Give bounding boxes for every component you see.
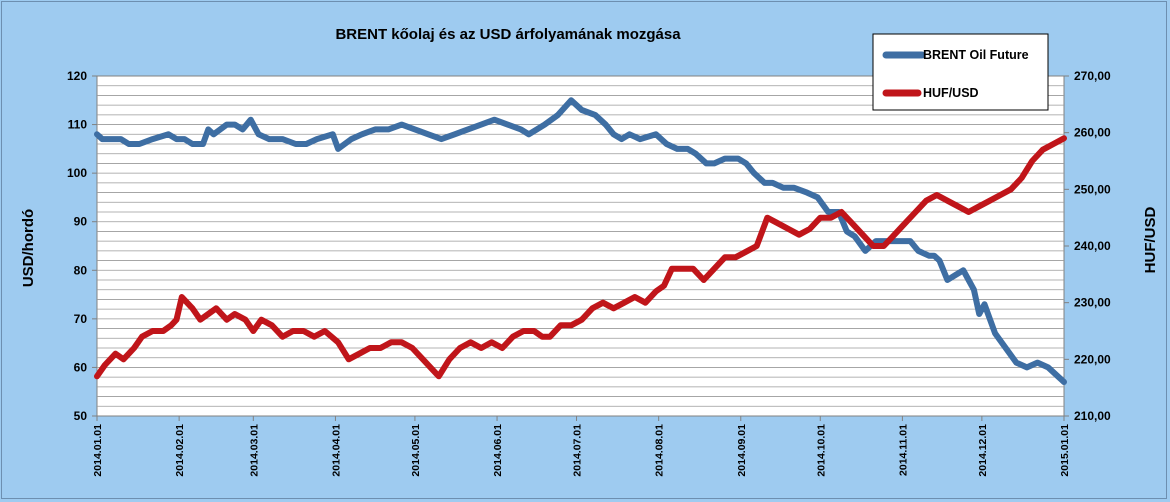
x-tick-label: 2014.05.01 [410,424,422,477]
left-tick-label: 110 [68,118,88,132]
left-tick-label: 120 [67,69,87,83]
left-tick-label: 50 [74,409,88,423]
series-line-huf-usd [94,135,1067,380]
right-tick-label: 220,00 [1074,352,1111,366]
y-axis-label: USD/hordó [20,209,37,287]
legend-label-huf-usd: HUF/USD [923,86,979,100]
x-tick-label: 2014.08.01 [654,424,666,477]
y2-axis-label: HUF/USD [1142,207,1159,274]
x-tick-label: 2014.04.01 [330,424,342,477]
right-tick-label: 240,00 [1074,239,1111,253]
x-tick-label: 2014.09.01 [736,424,748,477]
right-axis-ticks: 210,00 220,00 230,00 240,00 250,00 260,00 270,… [1064,69,1111,423]
x-axis-ticks: 2014.01.01 2014.02.01 2014.03.01 2014.04.01… [92,416,1071,477]
left-tick-label: 90 [74,215,88,229]
right-tick-label: 250,00 [1074,182,1111,196]
x-tick-label: 2014.07.01 [572,424,584,477]
x-tick-label: 2014.01.01 [92,424,104,477]
series-line-brent [94,97,1067,385]
x-tick-label: 2014.11.01 [897,424,909,476]
left-tick-label: 70 [74,312,88,326]
x-tick-label: 2014.03.01 [248,424,260,477]
left-tick-label: 100 [67,166,87,180]
left-axis-ticks: 50 60 70 80 90 100 110 120 [67,69,97,423]
x-tick-label: 2015.01.01 [1059,424,1071,477]
right-tick-label: 260,00 [1074,126,1111,140]
x-tick-label: 2014.02.01 [174,424,186,477]
right-tick-label: 230,00 [1074,296,1111,310]
right-tick-label: 210,00 [1074,409,1111,423]
legend: BRENT Oil Future HUF/USD [872,33,1049,111]
x-tick-label: 2014.12.01 [977,424,989,477]
series-lines [94,97,1067,385]
left-tick-label: 60 [74,360,88,374]
x-tick-label: 2014.06.01 [492,424,504,477]
chart-title: BRENT kőolaj és az USD árfolyamának mozg… [335,26,681,43]
right-tick-label: 270,00 [1074,69,1111,83]
left-tick-label: 80 [74,263,88,277]
legend-box [872,33,1049,111]
x-tick-label: 2014.10.01 [815,424,827,477]
legend-label-brent: BRENT Oil Future [923,48,1029,62]
